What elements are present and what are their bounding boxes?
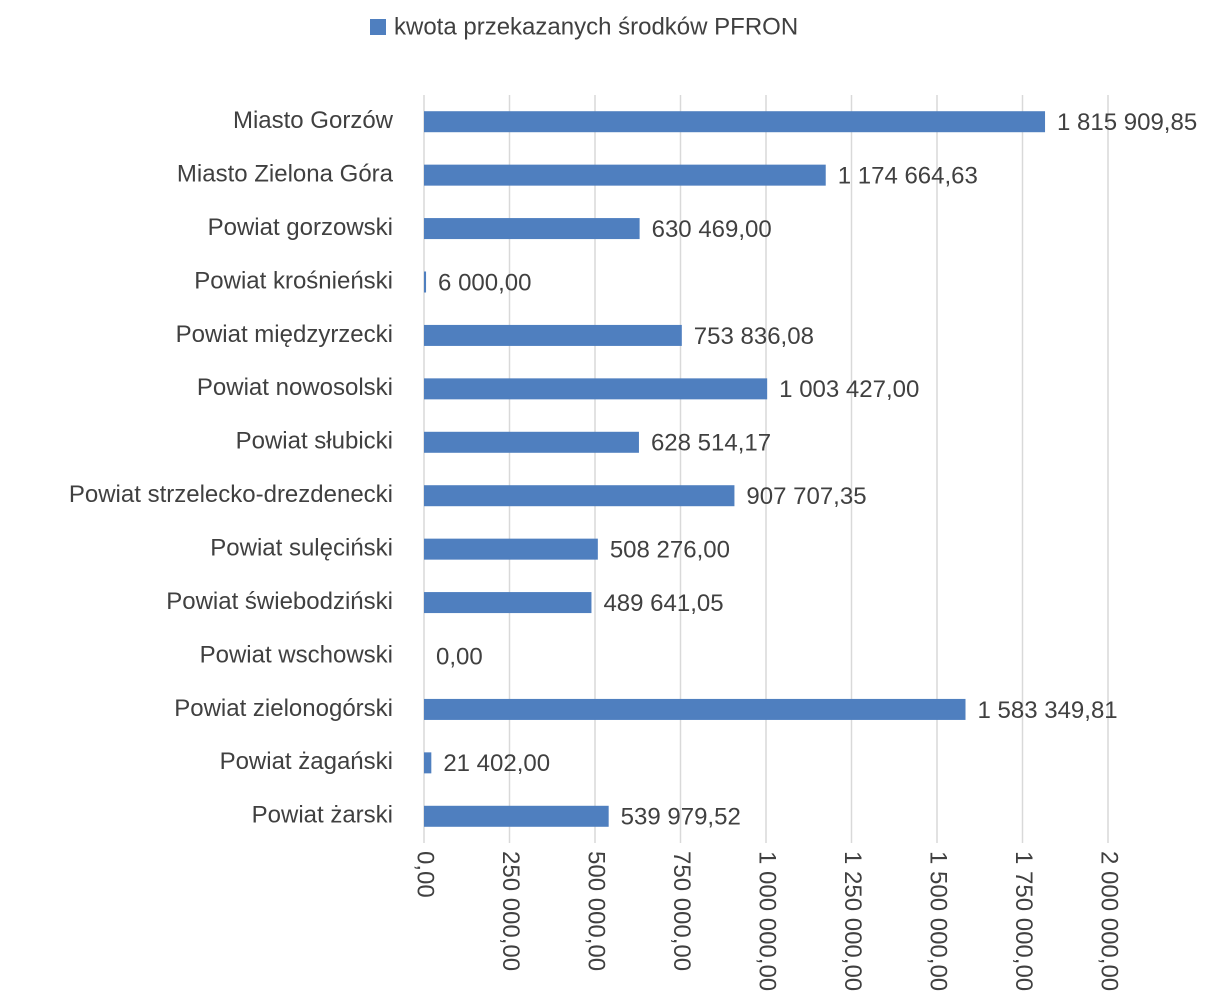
- data-label: 1 583 349,81: [978, 697, 1118, 724]
- data-label: 21 402,00: [443, 750, 550, 777]
- y-tick-label: Powiat sulęciński: [210, 534, 393, 561]
- y-tick-label: Miasto Zielona Góra: [177, 160, 394, 187]
- bar: [424, 752, 432, 774]
- x-tick-label: 1 750 000,00: [1010, 851, 1037, 991]
- data-label: 489 641,05: [603, 590, 723, 617]
- legend-swatch: [370, 19, 386, 35]
- x-tick-label: 750 000,00: [668, 851, 695, 971]
- x-tick-label: 1 000 000,00: [754, 851, 781, 991]
- y-tick-label: Powiat gorzowski: [208, 214, 393, 241]
- y-tick-label: Powiat międzyrzecki: [176, 321, 393, 348]
- bar: [424, 592, 592, 614]
- data-label: 1 174 664,63: [838, 162, 978, 189]
- legend-label: kwota przekazanych środków PFRON: [394, 13, 798, 40]
- bar: [424, 485, 735, 507]
- x-tick-label: 250 000,00: [497, 851, 524, 971]
- bar: [424, 698, 966, 720]
- y-tick-label: Powiat krośnieński: [194, 267, 393, 294]
- bar: [424, 111, 1046, 133]
- bar: [424, 378, 768, 400]
- y-tick-label: Powiat strzelecko-drezdenecki: [69, 481, 393, 508]
- y-tick-label: Powiat zielonogórski: [174, 695, 393, 722]
- bar: [424, 324, 682, 346]
- x-tick-label: 500 000,00: [583, 851, 610, 971]
- bar: [424, 271, 427, 293]
- y-tick-label: Powiat żagański: [220, 748, 393, 775]
- data-label: 630 469,00: [652, 216, 772, 243]
- x-tick-label: 1 250 000,00: [839, 851, 866, 991]
- bar: [424, 805, 609, 827]
- data-label: 753 836,08: [694, 323, 814, 350]
- data-label: 6 000,00: [438, 269, 531, 296]
- data-label: 1 815 909,85: [1057, 109, 1197, 136]
- data-label: 539 979,52: [621, 804, 741, 831]
- data-label: 907 707,35: [746, 483, 866, 510]
- data-label: 508 276,00: [610, 536, 730, 563]
- y-tick-label: Powiat nowosolski: [197, 374, 393, 401]
- y-tick-label: Miasto Gorzów: [233, 107, 394, 134]
- y-tick-label: Powiat słubicki: [236, 428, 393, 455]
- y-tick-label: Powiat wschowski: [200, 641, 393, 668]
- x-tick-label: 1 500 000,00: [925, 851, 952, 991]
- bar: [424, 431, 639, 453]
- data-label: 628 514,17: [651, 430, 771, 457]
- y-tick-label: Powiat świebodziński: [166, 588, 393, 615]
- y-tick-label: Powiat żarski: [252, 802, 393, 829]
- bar: [424, 164, 826, 186]
- data-label: 0,00: [436, 643, 483, 670]
- data-label: 1 003 427,00: [779, 376, 919, 403]
- bar: [424, 218, 640, 240]
- x-tick-label: 0,00: [412, 851, 439, 898]
- x-tick-label: 2 000 000,00: [1096, 851, 1123, 991]
- bar: [424, 538, 598, 560]
